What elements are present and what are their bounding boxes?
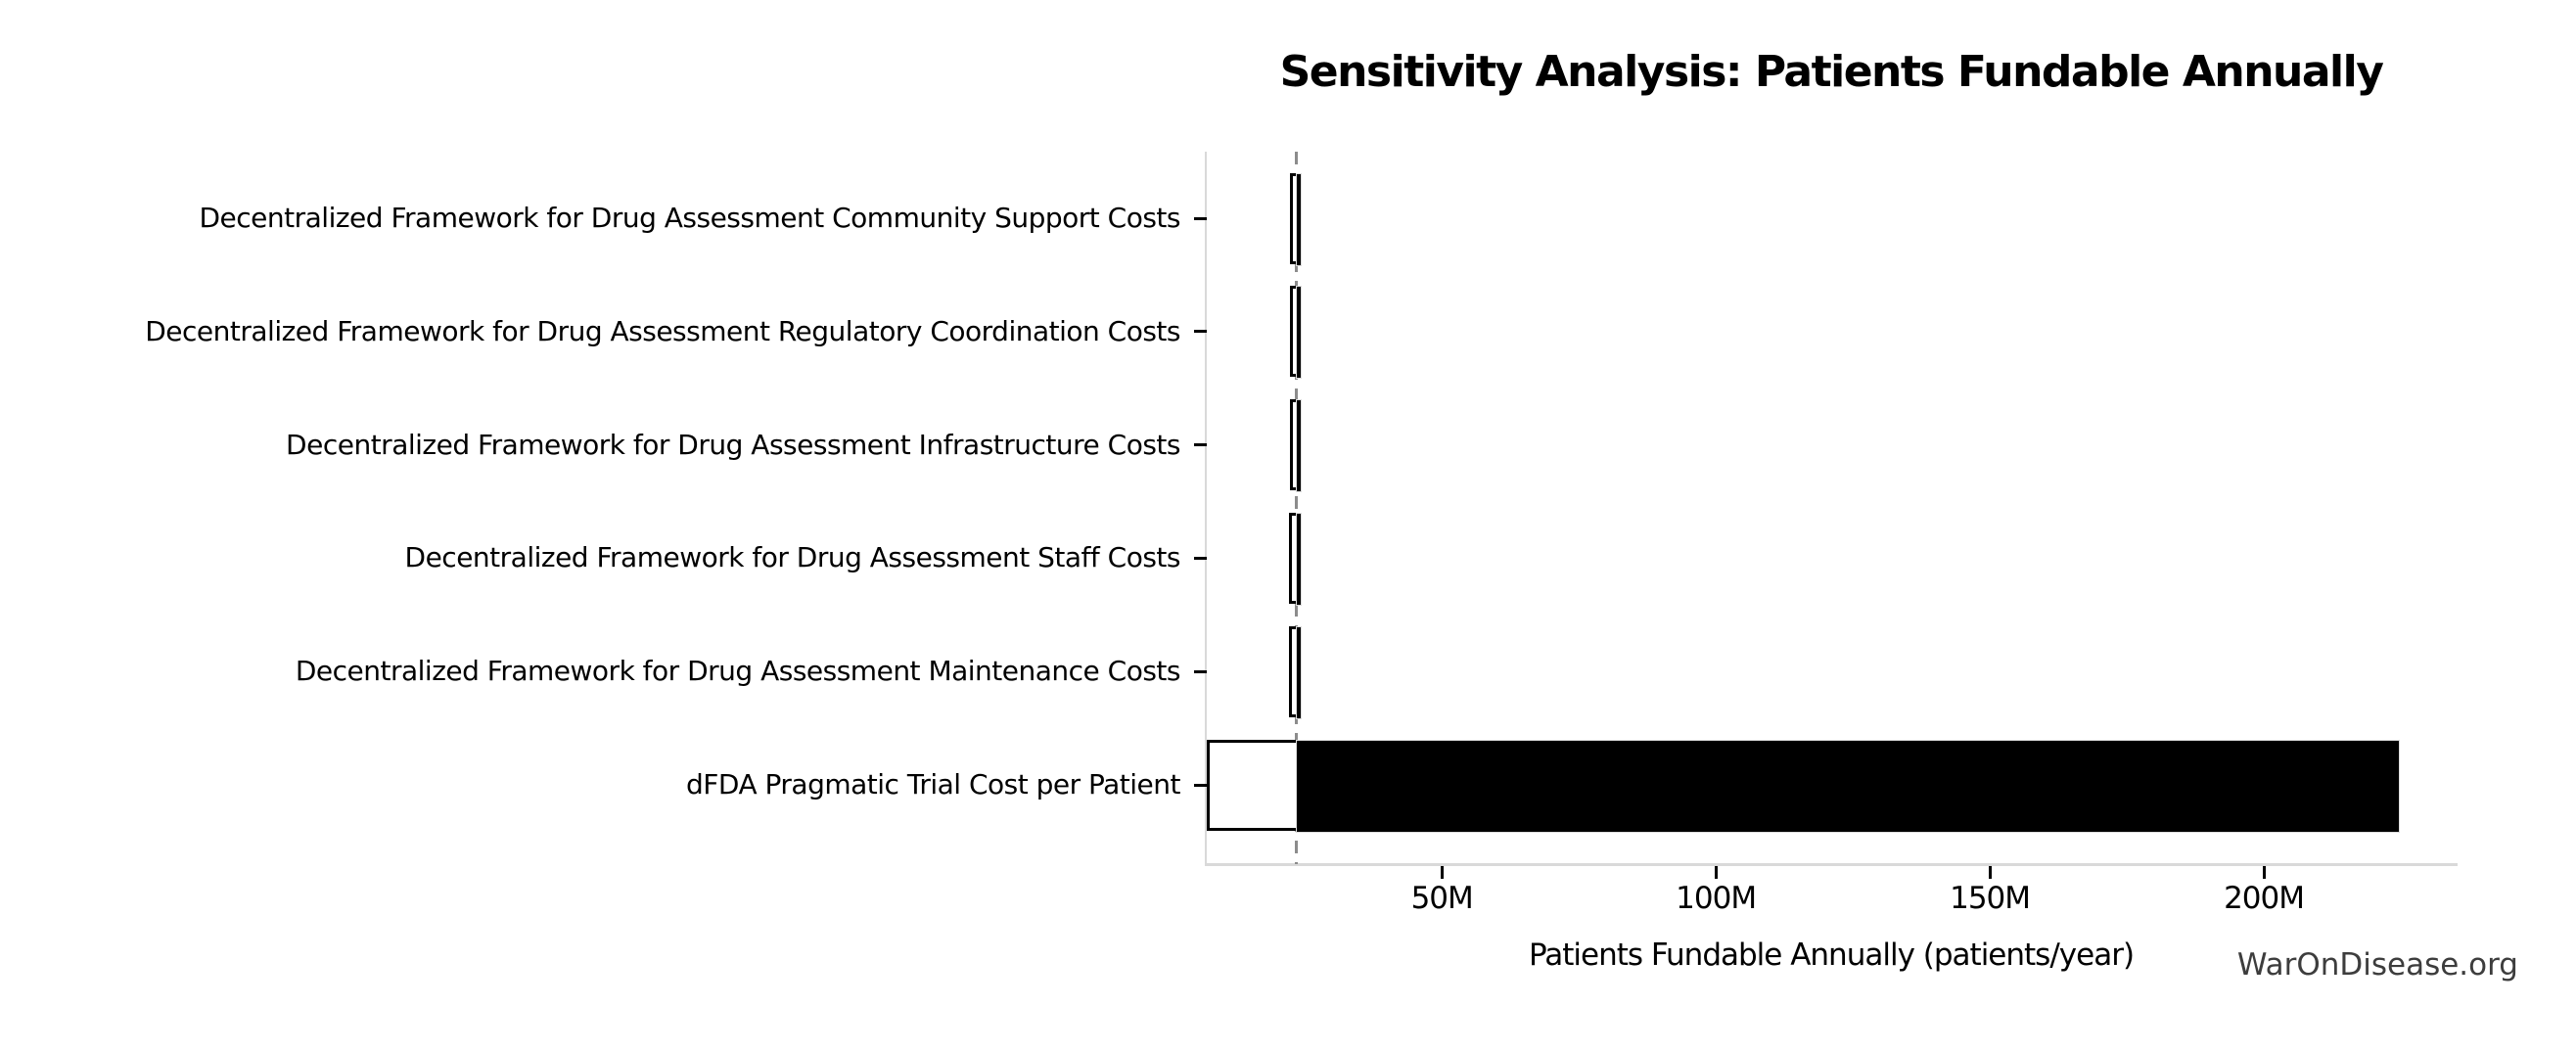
x-tick-mark [1988,866,1992,879]
x-axis-title: Patients Fundable Annually (patients/yea… [1528,938,2135,973]
y-tick-mark [1194,783,1207,787]
x-axis-spine [1205,863,2458,866]
y-tick-mark [1194,556,1207,560]
x-tick-label: 150M [1950,881,2031,916]
x-tick-label: 100M [1676,881,1757,916]
y-tick-mark [1194,216,1207,220]
x-tick-mark [1714,866,1718,879]
baseline-dashed-line [1294,152,1298,864]
x-tick-mark [1440,866,1444,879]
bar-high-segment [1296,399,1302,493]
bar-low-segment [1206,739,1300,831]
watermark-text: WarOnDisease.org [2236,947,2518,983]
y-axis-spine [1205,152,1207,866]
x-tick-label: 200M [2224,881,2305,916]
y-label: Decentralized Framework for Drug Assessm… [199,202,1181,234]
y-label: Decentralized Framework for Drug Assessm… [295,655,1181,688]
bar-high-segment [1296,286,1302,380]
bar-high-segment [1296,625,1303,719]
chart-title: Sensitivity Analysis: Patients Fundable … [1279,47,2384,97]
y-label: Decentralized Framework for Drug Assessm… [145,314,1180,347]
y-tick-mark [1194,443,1207,447]
bar-high-segment [1296,512,1303,606]
x-tick-label: 50M [1410,881,1474,916]
y-tick-mark [1194,330,1207,334]
y-label: Decentralized Framework for Drug Assessm… [286,428,1180,461]
y-label: dFDA Pragmatic Trial Cost per Patient [686,768,1181,800]
bar-high-segment [1296,172,1302,266]
bar-high-segment [1296,739,2401,833]
y-tick-mark [1194,669,1207,673]
y-label: Decentralized Framework for Drug Assessm… [404,541,1181,574]
x-tick-mark [2262,866,2266,879]
